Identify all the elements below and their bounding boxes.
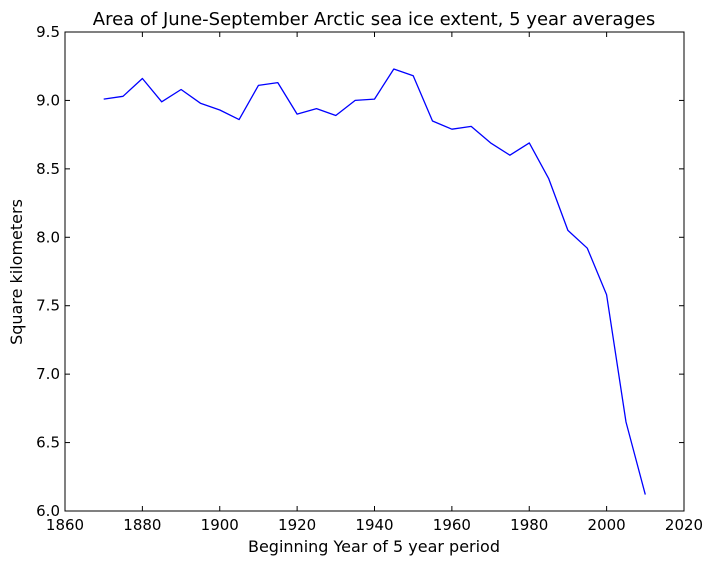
x-tick-label: 1940 [355,516,393,534]
plot-area: 1860 1880 1900 1920 1940 1960 1980 2000 2020 6.0 6… [36,23,703,534]
y-tick-label: 8.5 [36,160,60,178]
y-tick-label: 6.0 [36,502,60,520]
chart-title: Area of June-September Arctic sea ice ex… [93,9,655,30]
x-tick-label: 1900 [201,516,239,534]
x-tick-label: 2000 [588,516,626,534]
y-tick-label: 9.5 [36,23,60,41]
y-tick-label: 9.0 [36,91,60,109]
x-tick-label: 1880 [123,516,161,534]
x-axis-label: Beginning Year of 5 year period [248,537,500,556]
x-tick-label: 2020 [665,516,703,534]
x-tick-label: 1920 [278,516,316,534]
plot-frame [64,31,685,512]
y-tick-label: 6.5 [36,434,60,452]
series-line [103,68,646,495]
y-axis-label: Square kilometers [7,199,26,345]
y-tick-label: 8.0 [36,228,60,246]
y-tick-label: 7.5 [36,297,60,315]
x-tick-label: 1980 [510,516,548,534]
x-tick-label: 1860 [46,516,84,534]
x-tick-label: 1960 [433,516,471,534]
y-tick-label: 7.0 [36,365,60,383]
